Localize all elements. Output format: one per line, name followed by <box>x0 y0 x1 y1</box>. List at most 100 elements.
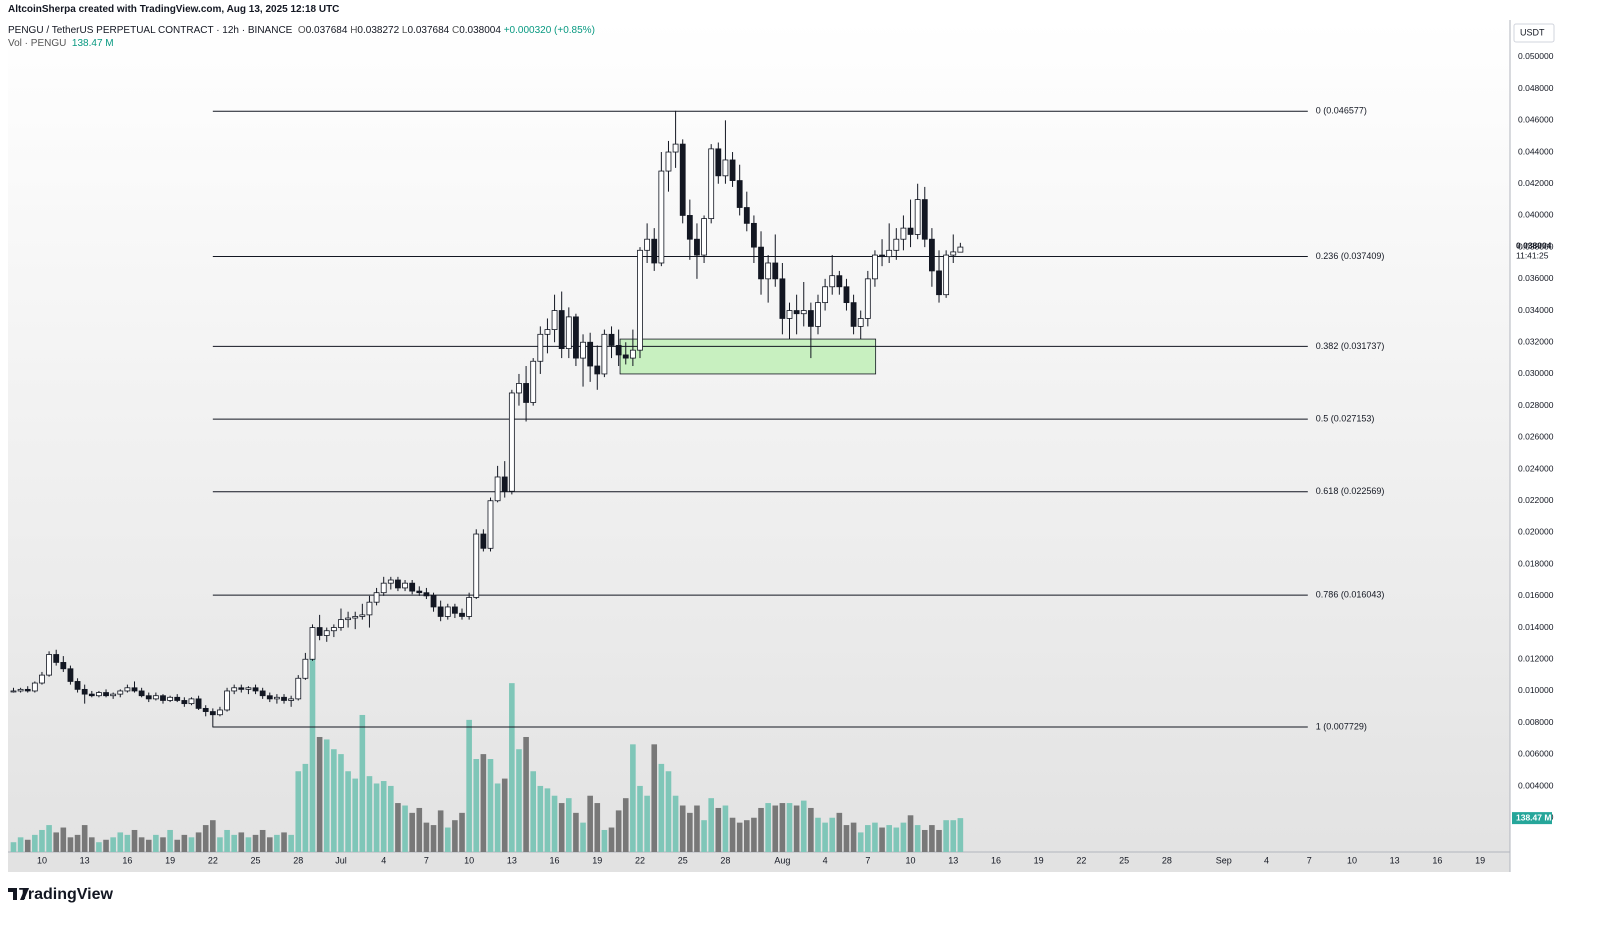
volume-bar <box>580 822 586 852</box>
candle-body <box>209 711 216 716</box>
volume-bar <box>160 837 166 852</box>
ohlc-value: 0.038004 <box>459 25 501 36</box>
candle-body <box>217 709 223 716</box>
candle-body <box>224 690 230 711</box>
x-tick-label: Aug <box>774 855 790 865</box>
volume-bar <box>950 820 957 852</box>
candle-body <box>110 693 117 697</box>
volume-bar <box>480 754 487 852</box>
volume-bar <box>694 805 700 852</box>
x-tick-label: 19 <box>592 855 602 865</box>
volume-bar <box>644 795 650 852</box>
candle-body <box>565 316 572 349</box>
volume-bar <box>558 803 565 852</box>
countdown: 11:41:25 <box>1516 250 1549 260</box>
candle-body <box>864 278 871 319</box>
volume-bar <box>266 837 273 852</box>
candle-body <box>487 500 494 549</box>
candle-body <box>181 700 188 705</box>
candle-body <box>88 693 95 697</box>
x-tick-label: 4 <box>823 855 828 865</box>
candle-body <box>637 249 643 351</box>
candle-body <box>957 246 964 253</box>
candle-body <box>729 159 736 181</box>
volume-bar <box>679 805 686 852</box>
volume-bar <box>39 829 45 852</box>
candle-body <box>893 238 900 251</box>
candle-body <box>658 170 665 264</box>
volume-bar <box>281 832 287 852</box>
x-tick-label: 16 <box>991 855 1001 865</box>
volume-bar <box>551 795 558 852</box>
candle-body <box>430 595 437 608</box>
candle-body <box>288 698 295 701</box>
candle-body <box>274 696 280 700</box>
candle-body <box>380 582 387 594</box>
volume-bar <box>224 829 230 852</box>
y-tick-label: 0.010000 <box>1518 685 1554 695</box>
volume-bar <box>388 785 394 852</box>
volume-legend-label: Vol · PENGU <box>8 38 67 49</box>
volume-bar <box>800 800 807 852</box>
volume-bar <box>865 825 871 852</box>
candle-body <box>387 579 394 584</box>
x-tick-label: 22 <box>635 855 645 865</box>
candle-body <box>416 590 423 594</box>
candle-body <box>722 159 729 177</box>
volume-bar <box>331 749 337 852</box>
y-tick-label: 0.048000 <box>1518 83 1554 93</box>
candle-body <box>736 180 743 208</box>
candle-body <box>936 270 942 296</box>
volume-bar <box>217 837 223 852</box>
candle-body <box>679 143 686 216</box>
candle-body <box>544 329 551 335</box>
candle-body <box>338 619 344 628</box>
volume-bar <box>359 714 366 852</box>
volume-bar <box>466 719 472 852</box>
y-tick-label: 0.016000 <box>1518 590 1554 600</box>
x-tick-label: 10 <box>906 855 916 865</box>
x-tick-label: 28 <box>720 855 730 865</box>
candle-body <box>330 627 337 632</box>
volume-bar <box>879 827 885 852</box>
volume-bar <box>630 744 636 852</box>
x-tick-label: 25 <box>678 855 688 865</box>
volume-bar <box>487 759 494 852</box>
volume-bar <box>921 829 928 852</box>
volume-bar <box>857 832 864 852</box>
candle-body <box>715 148 722 177</box>
candle-body <box>914 199 921 235</box>
candle-body <box>537 333 544 362</box>
candle-body <box>758 246 764 280</box>
volume-bar <box>430 825 437 852</box>
candle-body <box>323 630 330 636</box>
volume-bar <box>345 771 351 852</box>
candle-body <box>103 692 109 697</box>
volume-bar <box>729 817 736 852</box>
volume-bar <box>288 834 294 852</box>
volume-bar <box>145 839 152 852</box>
volume-bar <box>302 763 309 852</box>
volume-bar <box>110 837 116 852</box>
candle-body <box>857 318 864 327</box>
x-tick-label: 13 <box>80 855 90 865</box>
candle-body <box>800 310 807 315</box>
volume-bar <box>829 817 836 852</box>
candle-body <box>694 238 700 256</box>
candle-body <box>665 151 672 172</box>
candle-body <box>921 199 928 240</box>
candle-body <box>558 310 565 349</box>
candle-body <box>238 687 245 690</box>
volume-bar <box>516 749 522 852</box>
y-tick-label: 0.030000 <box>1518 368 1554 378</box>
candle-body <box>886 249 893 258</box>
candle-body <box>793 310 800 315</box>
fib-label: 1 (0.007729) <box>1316 721 1367 731</box>
candle-body <box>651 238 658 264</box>
y-tick-label: 0.036000 <box>1518 273 1554 283</box>
volume-bar <box>88 837 95 852</box>
change: +0.000320 (+0.85%) <box>503 25 595 36</box>
y-tick-label: 0.046000 <box>1518 115 1554 125</box>
candle-body <box>266 695 273 700</box>
candle-body <box>879 254 885 258</box>
